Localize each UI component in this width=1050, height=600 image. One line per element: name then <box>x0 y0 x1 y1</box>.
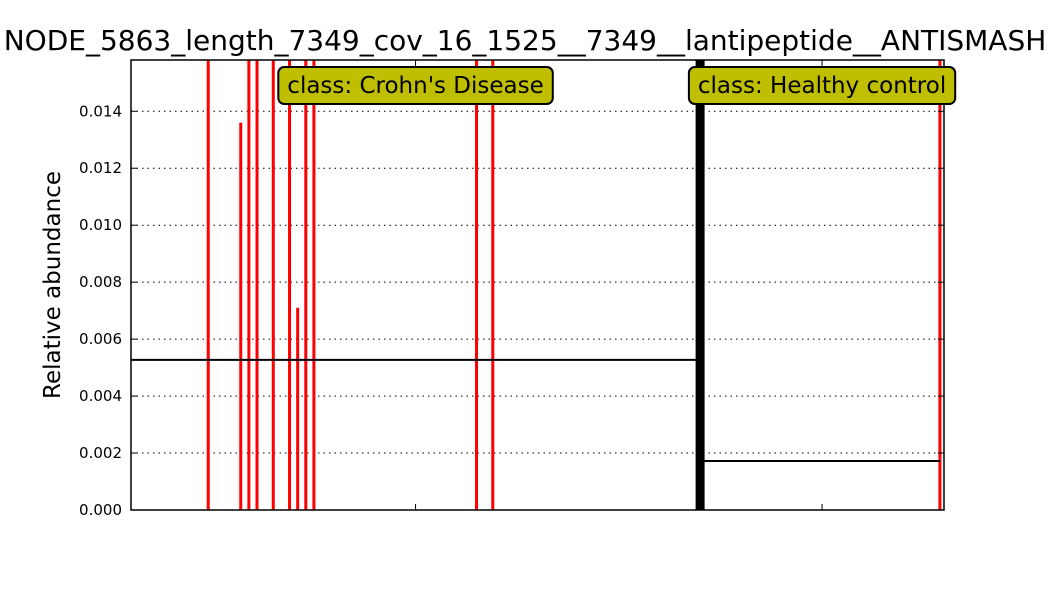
plot-frame <box>130 59 945 511</box>
y-tick-label: 0.000 <box>79 501 122 519</box>
class-labels: class: Crohn's Disease class: Healthy con… <box>277 66 957 105</box>
class-label-box <box>277 66 554 105</box>
y-tick-label: 0.004 <box>79 387 122 405</box>
plot-area <box>131 60 944 510</box>
bar <box>271 60 275 510</box>
bars <box>206 60 942 510</box>
bar <box>288 60 292 510</box>
y-tick-label: 0.014 <box>79 102 122 120</box>
grid-lines <box>131 110 944 454</box>
bar <box>475 60 479 510</box>
y-tick-label: 0.008 <box>79 273 122 291</box>
bar <box>938 60 942 510</box>
bar <box>312 60 316 510</box>
bar <box>491 60 495 510</box>
bar <box>304 60 308 510</box>
class-separator <box>695 60 705 510</box>
class-mean-lines <box>131 358 940 463</box>
y-tick-label: 0.002 <box>79 444 122 462</box>
class-label: class: Healthy control <box>698 73 946 99</box>
y-tick-label: 0.006 <box>79 330 122 348</box>
class-label-box <box>687 66 957 105</box>
bar <box>206 60 210 510</box>
class-separators <box>695 60 705 510</box>
y-tick-label: 0.010 <box>79 216 122 234</box>
bar <box>247 60 251 510</box>
bar <box>255 60 259 510</box>
y-axis-label: Relative abundance <box>40 171 66 399</box>
bar <box>296 307 300 510</box>
y-axis-ticks: 0.000 0.002 0.004 0.006 0.008 0.010 0.012 0.014 <box>79 102 944 519</box>
bar <box>239 122 243 510</box>
x-axis-ticks <box>415 60 823 510</box>
class-label: class: Crohn's Disease <box>287 73 543 99</box>
y-tick-label: 0.012 <box>79 159 122 177</box>
chart-title: NODE_5863_length_7349_cov_16_1525__7349_… <box>4 24 1047 57</box>
